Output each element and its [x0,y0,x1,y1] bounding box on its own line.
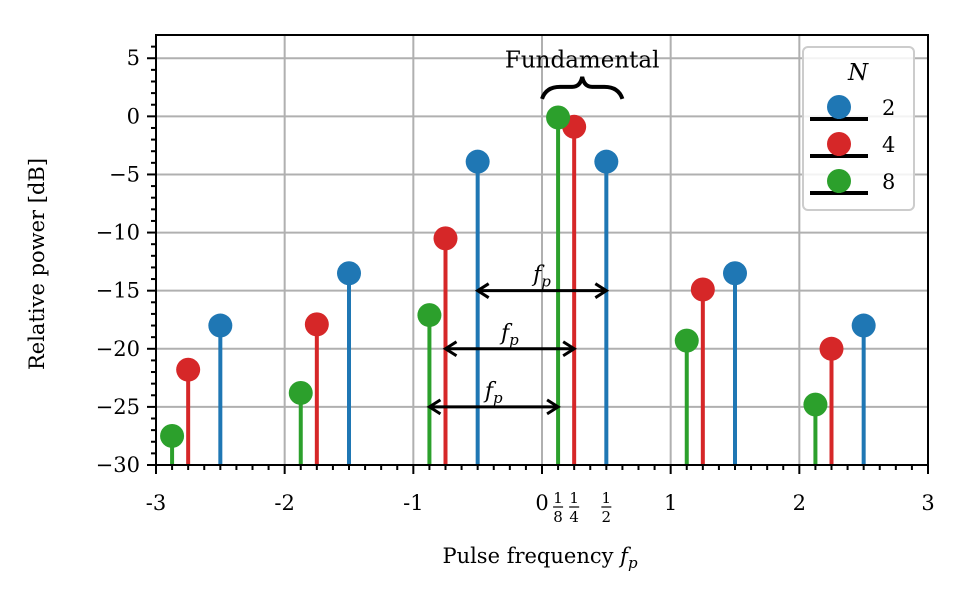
x-tick-label: 2 [793,491,806,515]
x-axis-label-text: Pulse frequency [442,544,613,568]
stem-marker [288,380,313,405]
legend-label: 8 [882,170,895,194]
legend-marker [827,169,851,193]
y-tick-label: −5 [109,162,140,186]
curly-brace [540,76,625,100]
x-tick-label: -3 [146,491,166,515]
period-arrow-head-left [442,340,458,358]
x-fraction-numerator: 1 [553,489,563,507]
x-fraction-denominator: 2 [602,508,612,526]
stem-marker [674,328,699,353]
x-fraction-numerator: 1 [569,489,579,507]
legend-label: 4 [882,133,895,157]
y-tick-label: 5 [127,46,140,70]
x-axis-label: Pulse frequency fp [442,544,638,572]
stem-marker [160,423,185,448]
y-axis-ticks: 5 0 −5 −10 −15 −20 −25 −30 [96,45,156,477]
fundamental-label: Fundamental [505,48,660,74]
legend-marker [827,132,851,156]
x-fraction-denominator: 4 [569,508,579,526]
stem-marker [176,357,201,382]
stem-marker [851,313,876,338]
stem-marker [417,303,442,328]
stem-marker [337,261,361,286]
stem-marker [594,149,619,174]
x-axis-label-symbol: f [618,544,631,568]
stem-marker [546,105,571,130]
stem-marker [690,277,715,302]
x-tick-label: -2 [274,491,294,515]
x-tick-label: -1 [403,491,423,515]
period-arrow-head-left [474,282,490,299]
period-arrow-label: fp [499,321,519,349]
stem-marker [433,226,458,251]
stem-marker [465,149,490,174]
legend-marker [827,95,851,119]
period-arrow-head-left [426,398,442,416]
stem-marker [304,312,329,337]
y-tick-label: −15 [96,279,140,303]
stem-series [160,105,876,465]
period-arrow-head-right [546,398,561,416]
period-subscript: p [493,389,503,407]
stem-marker [723,261,747,286]
stem-marker [819,336,844,361]
legend-label: 2 [882,96,895,120]
y-tick-label: −10 [96,221,140,245]
fundamental-brace: Fundamental [505,48,660,100]
legend-box [802,46,915,211]
legend-title: N [847,60,869,86]
legend: N2 4 8 [802,46,915,211]
period-arrow-label: fp [531,263,551,291]
x-tick-label: 0 [535,491,548,515]
y-axis-label: Relative power [dB] [25,158,49,370]
x-axis-label-subscript: p [628,554,638,572]
x-fraction-denominator: 8 [553,508,563,526]
period-arrows: fp fp fp [426,263,610,416]
period-subscript: p [509,331,519,349]
period-arrow-head-right [562,340,577,358]
x-tick-label: 1 [664,491,677,515]
stem-marker [803,392,828,417]
y-tick-label: −30 [96,453,140,477]
stem-marker [208,313,233,338]
x-tick-label: 3 [921,491,934,515]
x-fraction-numerator: 1 [602,489,612,507]
y-tick-label: −20 [96,337,140,361]
period-subscript: p [541,273,551,291]
y-tick-label: 0 [127,104,140,128]
y-tick-label: −25 [96,395,140,419]
period-arrow-head-right [594,282,610,299]
period-arrow-label: fp [483,379,503,407]
